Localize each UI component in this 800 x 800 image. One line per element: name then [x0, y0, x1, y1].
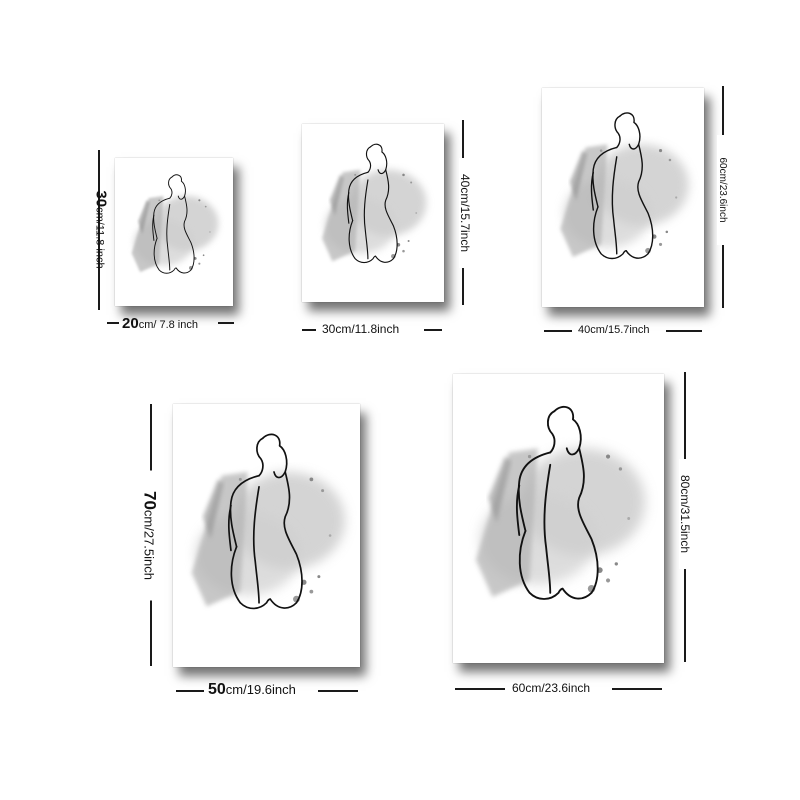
height-label-xlarge: 70cm/27.5inch	[141, 470, 160, 601]
line-art-figure	[115, 158, 233, 306]
width-label-xxlarge: 60cm/23.6inch	[512, 681, 591, 695]
width-measure-line-xxlarge-right	[612, 688, 662, 690]
height-label-small: 30cm/11.8 inch	[92, 190, 110, 269]
line-art-figure	[173, 404, 360, 667]
width-measure-line-xlarge-left	[176, 690, 204, 692]
line-art-figure	[302, 124, 444, 302]
height-label-large: 60cm/23.6inch	[717, 135, 728, 245]
height-measure-line-small	[98, 150, 100, 310]
poster-xlarge	[173, 404, 360, 667]
poster-xxlarge	[453, 374, 664, 663]
width-label-small: 20cm/ 7.8 inch	[122, 315, 198, 332]
width-label-xlarge: 50cm/19.6inch	[208, 681, 296, 698]
line-art-figure	[453, 374, 664, 663]
poster-small	[115, 158, 233, 306]
poster-medium	[302, 124, 444, 302]
width-measure-line-xxlarge-left	[455, 688, 505, 690]
poster-large	[542, 88, 704, 307]
width-measure-line-medium-right	[424, 329, 442, 331]
width-measure-line-large-left	[544, 330, 572, 332]
width-measure-line-xlarge-right	[318, 690, 358, 692]
width-measure-line-large-right	[666, 330, 702, 332]
height-label-medium: 40cm/15.7inch	[458, 158, 472, 268]
width-measure-line-small-right	[218, 322, 234, 324]
line-art-figure	[542, 88, 704, 307]
width-label-large: 40cm/15.7inch	[578, 324, 650, 336]
width-label-medium: 30cm/11.8inch	[322, 322, 400, 336]
width-measure-line-small-left	[107, 322, 119, 324]
height-label-xxlarge: 80cm/31.5inch	[678, 459, 692, 569]
width-measure-line-medium-left	[302, 329, 316, 331]
